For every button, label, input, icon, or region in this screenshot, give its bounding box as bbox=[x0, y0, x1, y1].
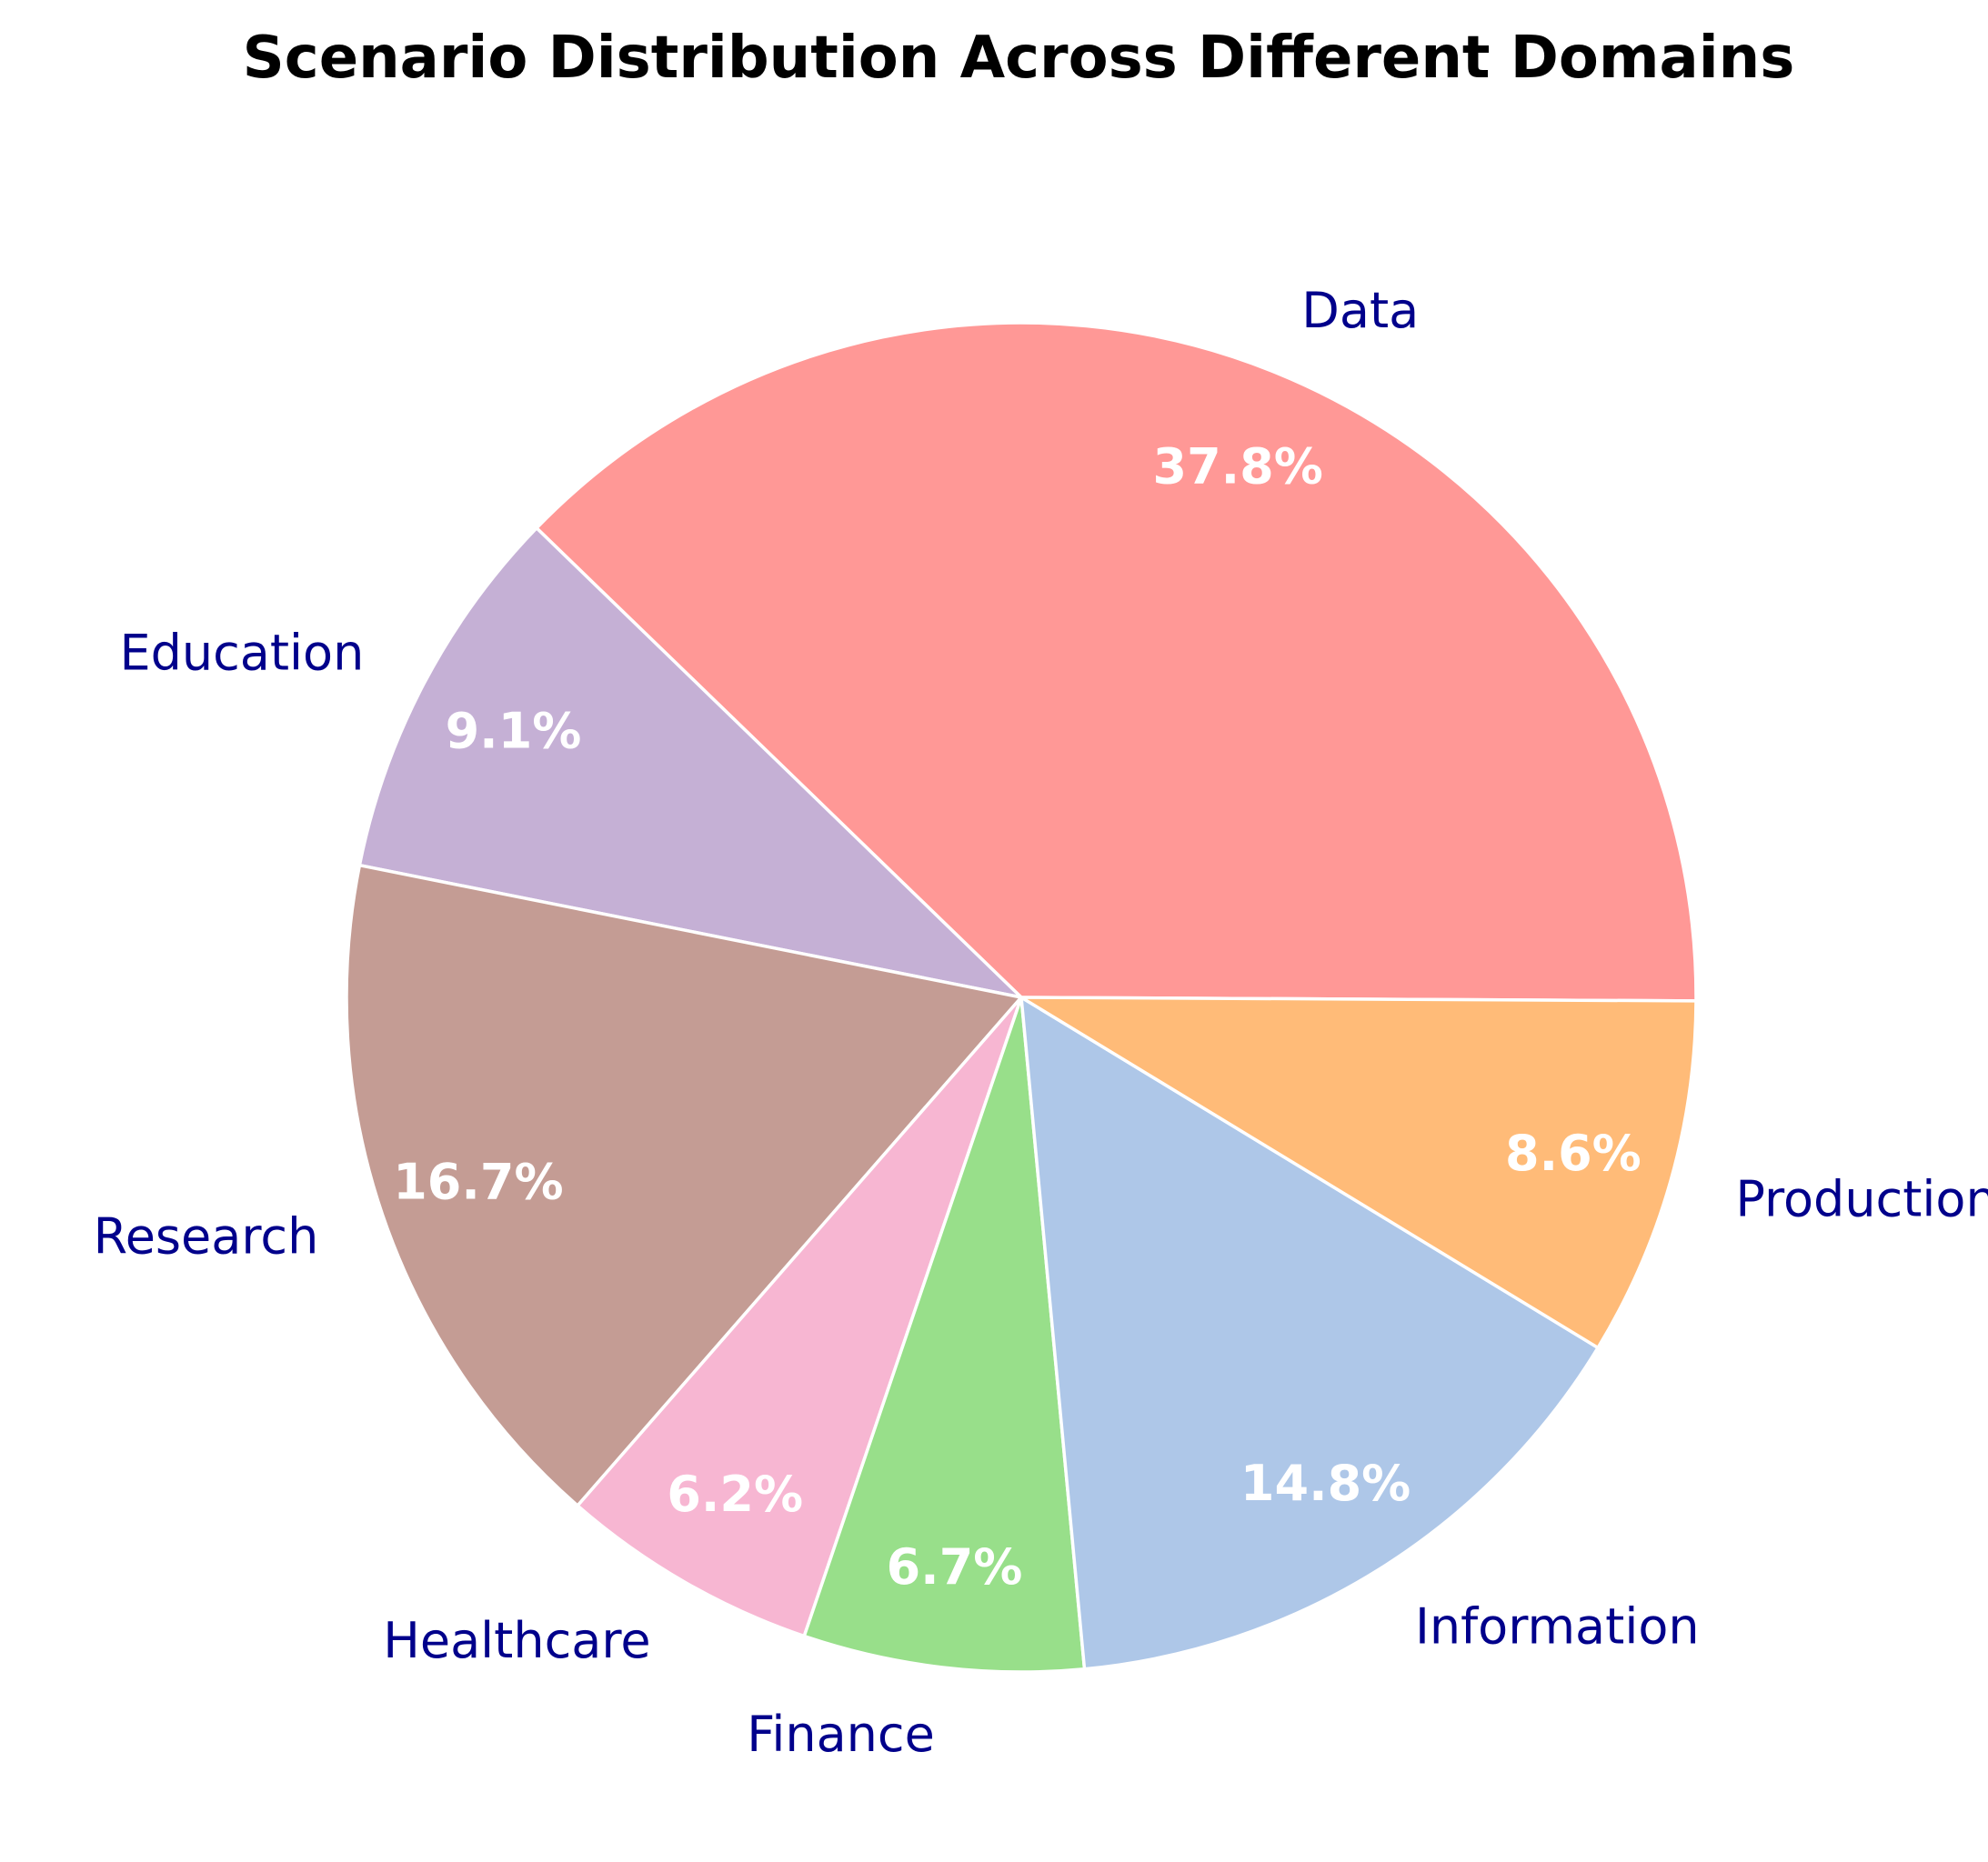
pie-percent-labels: 37.8% 9.1% 16.7% 6.2% 6.7% 14.8% 8.6% bbox=[393, 438, 1642, 1596]
pie-slice-education bbox=[357, 526, 1027, 1000]
pie-slice-production bbox=[1015, 996, 1698, 1350]
pie-slice-healthcare bbox=[575, 996, 1023, 1638]
pie-category-labels: Data Education Research Healthcare Finance In… bbox=[94, 282, 1988, 1763]
percent-label-healthcare: 6.2% bbox=[667, 1466, 803, 1523]
category-label-research: Research bbox=[94, 1208, 319, 1266]
category-label-healthcare: Healthcare bbox=[383, 1612, 650, 1669]
chart-title: Scenario Distribution Across Different D… bbox=[243, 25, 1795, 92]
percent-label-education: 9.1% bbox=[446, 702, 582, 759]
pie-slice-research bbox=[345, 863, 1025, 1508]
percent-label-data: 37.8% bbox=[1153, 438, 1323, 496]
percent-label-production: 8.6% bbox=[1505, 1125, 1642, 1182]
percent-label-information: 14.8% bbox=[1240, 1455, 1411, 1512]
pie-slice-finance bbox=[802, 996, 1087, 1674]
pie-slice-data bbox=[534, 321, 1698, 1003]
percent-label-research: 16.7% bbox=[393, 1154, 563, 1211]
category-label-information: Information bbox=[1415, 1597, 1700, 1655]
pie-slices bbox=[345, 321, 1698, 1674]
category-label-education: Education bbox=[119, 624, 364, 681]
category-label-data: Data bbox=[1301, 282, 1419, 339]
category-label-production: Production bbox=[1735, 1171, 1988, 1228]
pie-slice-information bbox=[1019, 994, 1601, 1671]
category-label-finance: Finance bbox=[747, 1706, 935, 1763]
percent-label-finance: 6.7% bbox=[887, 1538, 1023, 1596]
